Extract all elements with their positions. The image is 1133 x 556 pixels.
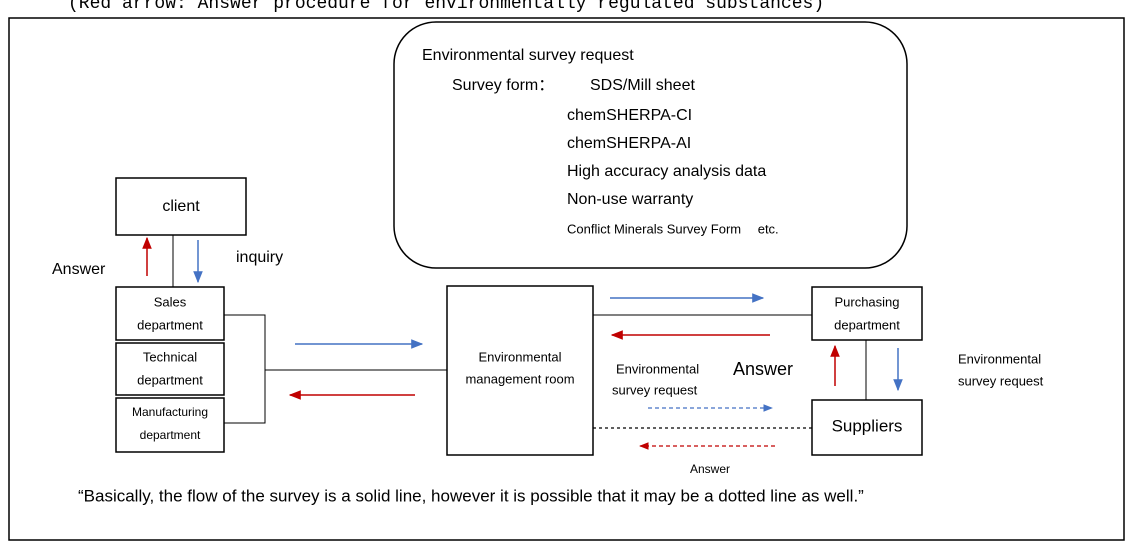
node-text: Manufacturing: [132, 405, 208, 419]
env-room-box: [446, 285, 594, 456]
node-text: Sales: [154, 294, 187, 309]
node-text: Technical: [143, 349, 197, 364]
label: Environmental: [616, 361, 699, 376]
node-text: Environmental: [478, 349, 561, 364]
label: Environmental: [958, 351, 1041, 366]
label: survey request: [612, 382, 698, 397]
header-title: (Red arrow: Answer procedure for environ…: [68, 0, 824, 14]
survey-title: Environmental survey request: [422, 47, 634, 64]
sales-box: [115, 286, 225, 341]
note: “Basically, the flow of the survey is a …: [78, 486, 864, 505]
label: Answer: [733, 359, 793, 379]
technical-box: [115, 342, 225, 396]
form: SDS/Mill sheet: [590, 77, 695, 94]
label: Answer: [690, 462, 730, 476]
form: chemSHERPA-AI: [567, 135, 691, 152]
form: Conflict Minerals Survey Form etc.: [567, 221, 779, 236]
node-text: department: [137, 372, 203, 387]
suppliers: Suppliers: [832, 416, 903, 435]
purchasing-box: [811, 286, 923, 341]
node-text: department: [834, 317, 900, 332]
node-text: Purchasing: [834, 294, 899, 309]
client: client: [162, 198, 200, 215]
manufacturing-box: [115, 397, 225, 453]
form-label: Survey form：: [452, 77, 554, 94]
label: inquiry: [236, 249, 283, 266]
bracket: [224, 314, 447, 424]
form: chemSHERPA-CI: [567, 107, 692, 124]
form: High accuracy analysis data: [567, 163, 766, 180]
survey-box: [393, 21, 908, 269]
node-text: department: [140, 428, 201, 442]
node-text: department: [137, 317, 203, 332]
label: Answer: [52, 261, 106, 278]
frame: [8, 17, 1125, 541]
form: Non-use warranty: [567, 191, 693, 208]
label: survey request: [958, 373, 1044, 388]
node-text: management room: [465, 371, 574, 386]
client-box: [115, 177, 247, 236]
